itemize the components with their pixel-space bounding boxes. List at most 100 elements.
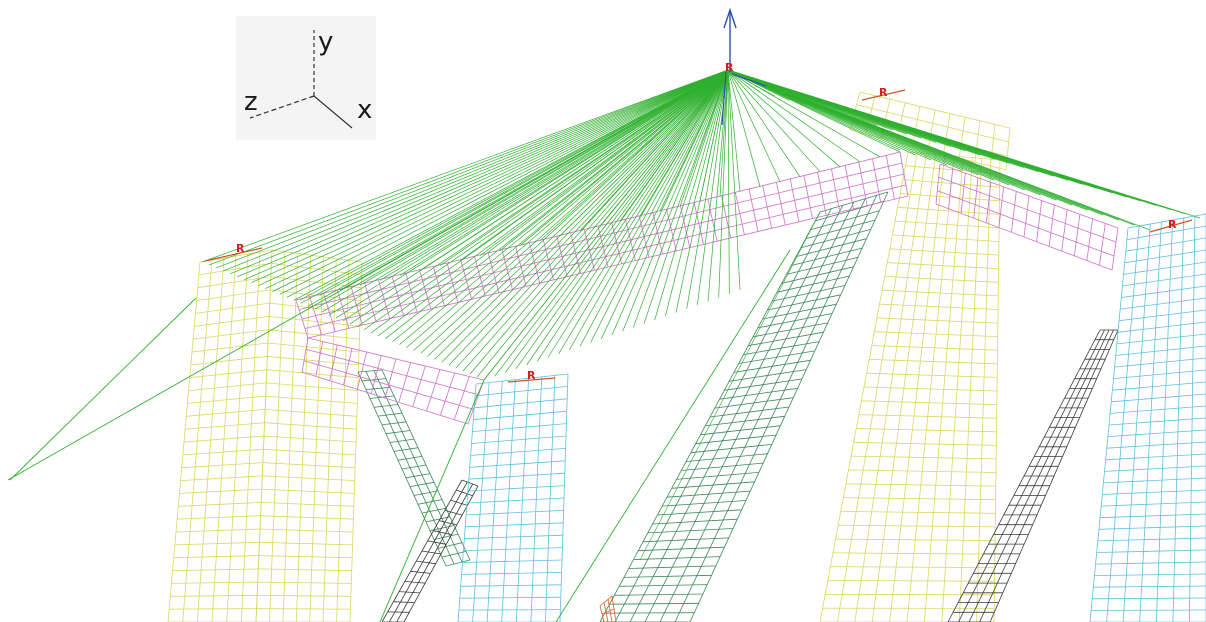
mesh-line (441, 69, 729, 363)
mesh-line (547, 69, 729, 358)
mesh-line (856, 104, 1009, 143)
mesh-line (628, 565, 716, 569)
mesh-line (1110, 405, 1206, 414)
mesh-line (1111, 393, 1206, 403)
mesh-line (172, 568, 259, 571)
mesh-line (887, 262, 999, 270)
mesh-line (1103, 477, 1206, 484)
mesh-line (385, 69, 729, 339)
up-arrow-icon[interactable] (721, 7, 767, 126)
mesh-line (265, 409, 357, 417)
mesh-line (267, 342, 360, 353)
rbe-marker-top[interactable]: R (725, 61, 734, 74)
mesh-line (800, 229, 871, 249)
mesh-line (654, 69, 729, 321)
mesh-line (230, 69, 729, 275)
mesh-line (244, 69, 729, 281)
mesh-line (494, 69, 729, 377)
mesh-line (632, 69, 729, 328)
mesh-line (1108, 417, 1206, 426)
xyz-triad-icon: y z x (236, 16, 376, 140)
mesh-line (861, 400, 997, 405)
mesh-line (643, 69, 729, 324)
mesh-line (539, 69, 729, 242)
mesh-line (187, 395, 266, 404)
mesh-line (469, 460, 566, 468)
mesh-line (266, 369, 359, 379)
mesh-line (662, 500, 747, 507)
mesh-line (398, 362, 412, 403)
base-detail-mesh (599, 595, 617, 622)
mesh-line (805, 219, 876, 240)
rbe-spider-lines (7, 69, 1201, 622)
mesh-line (714, 397, 794, 409)
mesh-line (265, 395, 358, 404)
mesh-line (179, 488, 262, 494)
mesh-line (361, 378, 387, 382)
mesh-line (180, 475, 263, 481)
mesh-line (733, 359, 811, 373)
mesh-line (439, 372, 456, 416)
mesh-line (1093, 585, 1206, 588)
triad-background (236, 16, 376, 140)
mesh-line (299, 69, 729, 301)
mesh-line (727, 69, 741, 291)
mesh-line (267, 355, 359, 366)
mesh-line (178, 502, 262, 507)
mesh-line (261, 488, 355, 494)
mesh-line (437, 542, 463, 549)
mesh-line (515, 69, 729, 370)
mesh-line (810, 210, 880, 231)
mesh-line (1121, 285, 1206, 298)
mesh-line (623, 574, 712, 578)
mesh-line (600, 69, 729, 339)
mesh-line (943, 113, 951, 155)
mesh-line (260, 515, 354, 520)
mesh-line (439, 69, 729, 266)
mesh-line (938, 176, 1117, 243)
mesh-line (193, 329, 269, 340)
mesh-line (441, 551, 467, 558)
mesh-line (266, 382, 358, 391)
mesh-line (349, 69, 729, 325)
mesh-line (384, 358, 397, 399)
mesh-line (686, 453, 768, 462)
mesh-line (838, 524, 996, 528)
mesh-line (421, 550, 442, 555)
mesh-line (300, 69, 729, 304)
mesh-line (559, 69, 729, 237)
mesh-line (727, 69, 801, 177)
mesh-line (876, 317, 998, 324)
mesh-line (9, 297, 197, 481)
mesh-line (601, 608, 615, 615)
rbe-marker-label: R (1168, 218, 1177, 231)
mesh-line (462, 69, 729, 372)
mesh-line (1095, 561, 1206, 565)
rbe-marker-right-top[interactable]: R (861, 86, 906, 101)
mesh-line (1116, 333, 1206, 345)
mesh-line (727, 69, 741, 192)
z-axis-label: z (244, 87, 258, 117)
mesh-line (1107, 429, 1206, 437)
mesh-line (958, 117, 966, 159)
mesh-line (259, 541, 353, 546)
mesh-line (681, 462, 764, 471)
mesh-line (889, 248, 999, 256)
mesh-line (772, 285, 846, 302)
mesh-line (579, 69, 729, 232)
mesh-line (460, 584, 562, 587)
rbe-marker-left[interactable]: R (204, 242, 263, 262)
mesh-line (419, 69, 729, 271)
mesh-line (558, 69, 729, 354)
mesh-line (461, 572, 562, 575)
mesh-line (251, 69, 729, 283)
rbe-marker-right[interactable]: R (1149, 218, 1193, 233)
mesh-line (912, 106, 921, 147)
mesh-line (990, 124, 996, 167)
mesh-line (258, 555, 353, 559)
mesh-line (1106, 441, 1206, 449)
mesh-line (642, 537, 729, 543)
rbe-marker-center[interactable]: R (507, 369, 556, 383)
